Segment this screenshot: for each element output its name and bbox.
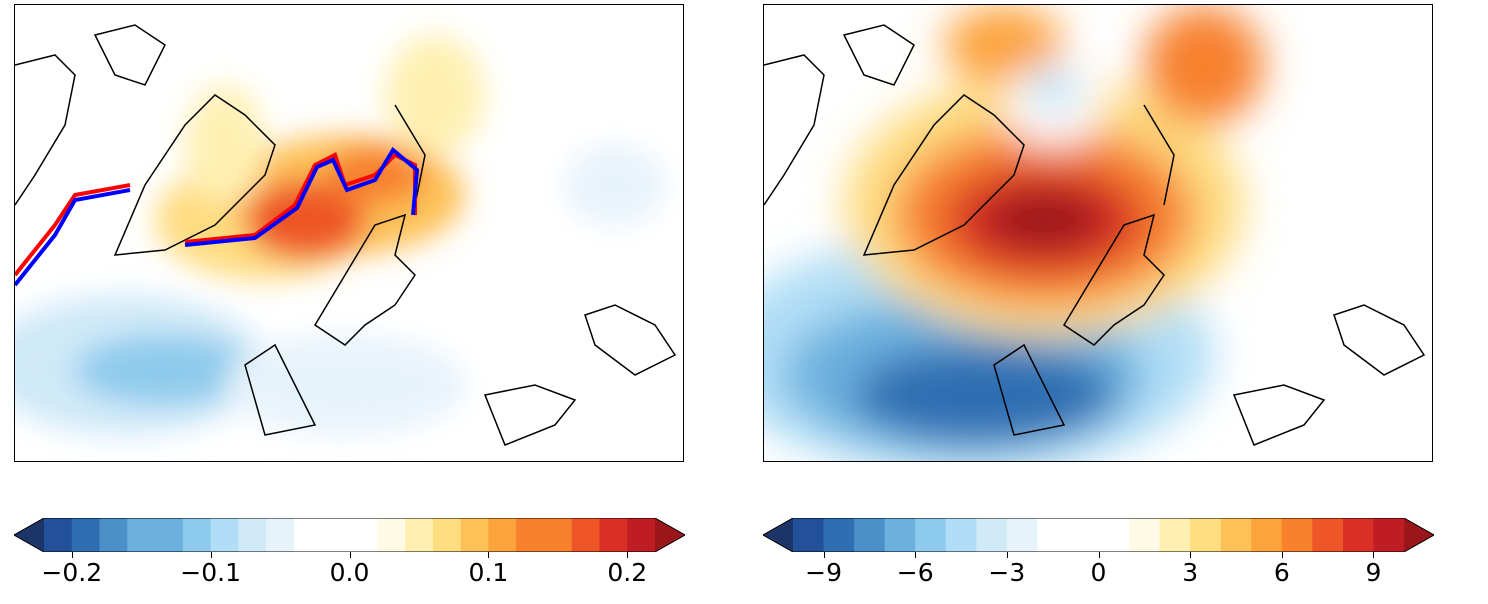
colorbar-tick-mark: [349, 552, 351, 558]
colorbar-extend-high: [655, 518, 685, 552]
colorbar-tick-mark: [915, 552, 917, 558]
colorbar-tick-label: −0.2: [41, 558, 103, 587]
colorbar-segment: [321, 518, 351, 552]
colorbar-segment: [432, 518, 462, 552]
colorbar-tick-mark: [1006, 552, 1008, 558]
colorbar-segment: [571, 518, 601, 552]
colorbar-tick-label: −0.1: [180, 558, 241, 587]
colorbar-tick-label: −3: [988, 558, 1026, 587]
colorbar-tick-mark: [1098, 552, 1100, 558]
colorbar-segment: [1037, 518, 1069, 552]
colorbar-segment: [99, 518, 128, 552]
colorbar-segment: [182, 518, 212, 552]
right-anomaly-field: [764, 5, 1264, 461]
colorbar-tick-label: 9: [1365, 558, 1382, 587]
colorbar-segment: [1159, 518, 1191, 552]
colorbar-segment: [127, 518, 156, 552]
colorbar-segment: [1373, 518, 1405, 552]
colorbar-extend-low: [763, 518, 793, 552]
colorbar-segment: [1190, 518, 1222, 552]
colorbar-tick-mark: [627, 552, 629, 558]
right-map-panel: [763, 4, 1433, 462]
colorbar-segment: [293, 518, 323, 552]
colorbar-segment: [1129, 518, 1161, 552]
colorbar-segment: [488, 518, 517, 552]
colorbar-tick-label: 0.2: [607, 558, 648, 587]
colorbar-tick-mark: [1373, 552, 1375, 558]
colorbar-segment: [599, 518, 628, 552]
colorbar-segment: [210, 518, 240, 552]
colorbar-tick-label: 0.1: [468, 558, 509, 587]
colorbar-segment: [1098, 518, 1130, 552]
blue-contour-line: [184, 146, 420, 247]
colorbar-segment: [1220, 518, 1252, 552]
colorbar-segment: [1281, 518, 1313, 552]
colorbar-tick-label: 0: [1090, 558, 1107, 587]
left-anomaly-field: [15, 35, 665, 435]
colorbar-segment: [543, 518, 573, 552]
colorbar-tick-mark: [1190, 552, 1192, 558]
colorbar-segment: [405, 518, 434, 552]
colorbar-segment: [266, 518, 295, 552]
colorbar-tick-label: 6: [1273, 558, 1290, 587]
right-colorbar: [761, 517, 1436, 553]
colorbar-segment: [627, 518, 656, 552]
blue-contour-line: [15, 188, 131, 287]
left-colorbar: [12, 517, 687, 553]
colorbar-segment: [1251, 518, 1283, 552]
colorbar-segment: [884, 518, 916, 552]
right-coastlines: [764, 24, 1426, 446]
colorbar-segment: [238, 518, 267, 552]
colorbar-segment: [349, 518, 378, 552]
colorbar-tick-mark: [210, 552, 212, 558]
colorbar-segment: [1006, 518, 1038, 552]
colorbar-segment: [976, 518, 1008, 552]
colorbar-segment: [155, 518, 184, 552]
colorbar-segment: [460, 518, 489, 552]
colorbar-tick-mark: [488, 552, 490, 558]
left-map-panel: [14, 4, 684, 462]
colorbar-segment: [1312, 518, 1344, 552]
colorbar-segment: [516, 518, 545, 552]
colorbar-tick-mark: [71, 552, 73, 558]
colorbar-tick-label: 0.0: [329, 558, 370, 587]
colorbar-segment: [44, 518, 73, 552]
red-contour-line: [15, 183, 131, 277]
colorbar-extend-low: [14, 518, 44, 552]
colorbar-segment: [854, 518, 886, 552]
colorbar-segment: [915, 518, 947, 552]
right-map: [764, 5, 1426, 461]
colorbar-segment: [1342, 518, 1375, 552]
colorbar-segment: [377, 518, 406, 552]
left-map: [15, 24, 677, 446]
colorbar-extend-high: [1404, 518, 1434, 552]
colorbar-segment: [793, 518, 825, 552]
colorbar-tick-mark: [1281, 552, 1283, 558]
colorbar-segment: [71, 518, 101, 552]
left-coastlines: [15, 24, 677, 446]
colorbar-tick-mark: [823, 552, 825, 558]
colorbar-tick-label: 3: [1182, 558, 1199, 587]
colorbar-segment: [1067, 518, 1100, 552]
colorbar-tick-label: −9: [805, 558, 842, 587]
colorbar-tick-label: −6: [896, 558, 934, 587]
colorbar-segment: [823, 518, 855, 552]
colorbar-segment: [945, 518, 977, 552]
